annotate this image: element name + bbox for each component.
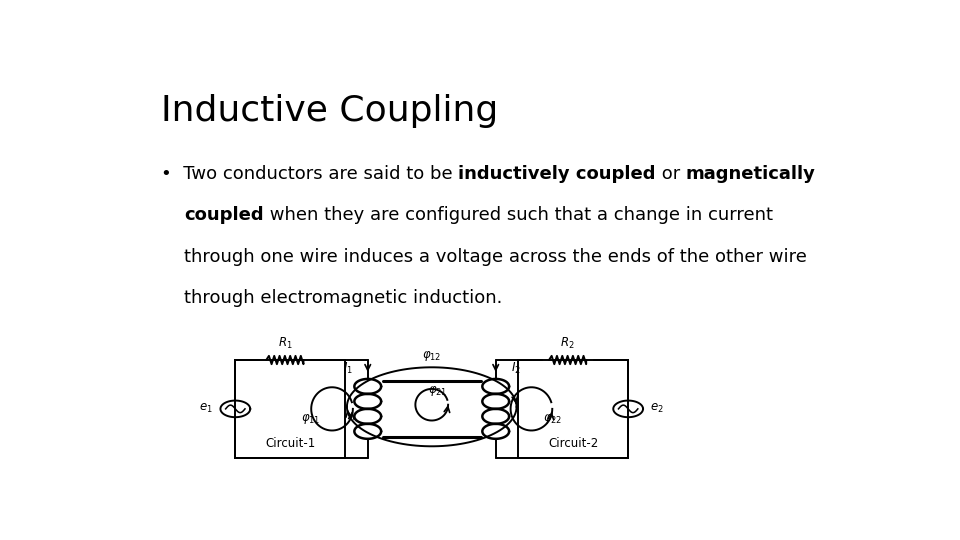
Text: inductively coupled: inductively coupled [458, 165, 656, 183]
Text: $R_1$: $R_1$ [277, 336, 292, 351]
Text: •  Two conductors are said to be: • Two conductors are said to be [161, 165, 458, 183]
Text: $I_2$: $I_2$ [511, 361, 520, 376]
Text: $\varphi_{22}$: $\varphi_{22}$ [542, 412, 562, 426]
Text: $e_2$: $e_2$ [651, 402, 664, 415]
Bar [518, 360, 628, 458]
Text: Inductive Coupling: Inductive Coupling [161, 94, 498, 128]
Text: $R_2$: $R_2$ [561, 336, 575, 351]
Text: through electromagnetic induction.: through electromagnetic induction. [161, 289, 502, 307]
Text: $\varphi_{11}$: $\varphi_{11}$ [301, 412, 321, 426]
Text: $e_1$: $e_1$ [200, 402, 213, 415]
Text: $I_1$: $I_1$ [343, 361, 353, 376]
Text: through one wire induces a voltage across the ends of the other wire: through one wire induces a voltage acros… [161, 248, 806, 266]
Text: coupled: coupled [184, 206, 264, 224]
Text: when they are configured such that a change in current: when they are configured such that a cha… [264, 206, 773, 224]
Text: $\varphi_{21}$: $\varphi_{21}$ [428, 384, 447, 399]
Text: or: or [656, 165, 685, 183]
Text: $\varphi_{12}$: $\varphi_{12}$ [422, 349, 442, 363]
Text: Circuit-2: Circuit-2 [548, 437, 598, 450]
Bar [235, 360, 346, 458]
Text: magnetically: magnetically [685, 165, 816, 183]
Text: Circuit-1: Circuit-1 [265, 437, 316, 450]
